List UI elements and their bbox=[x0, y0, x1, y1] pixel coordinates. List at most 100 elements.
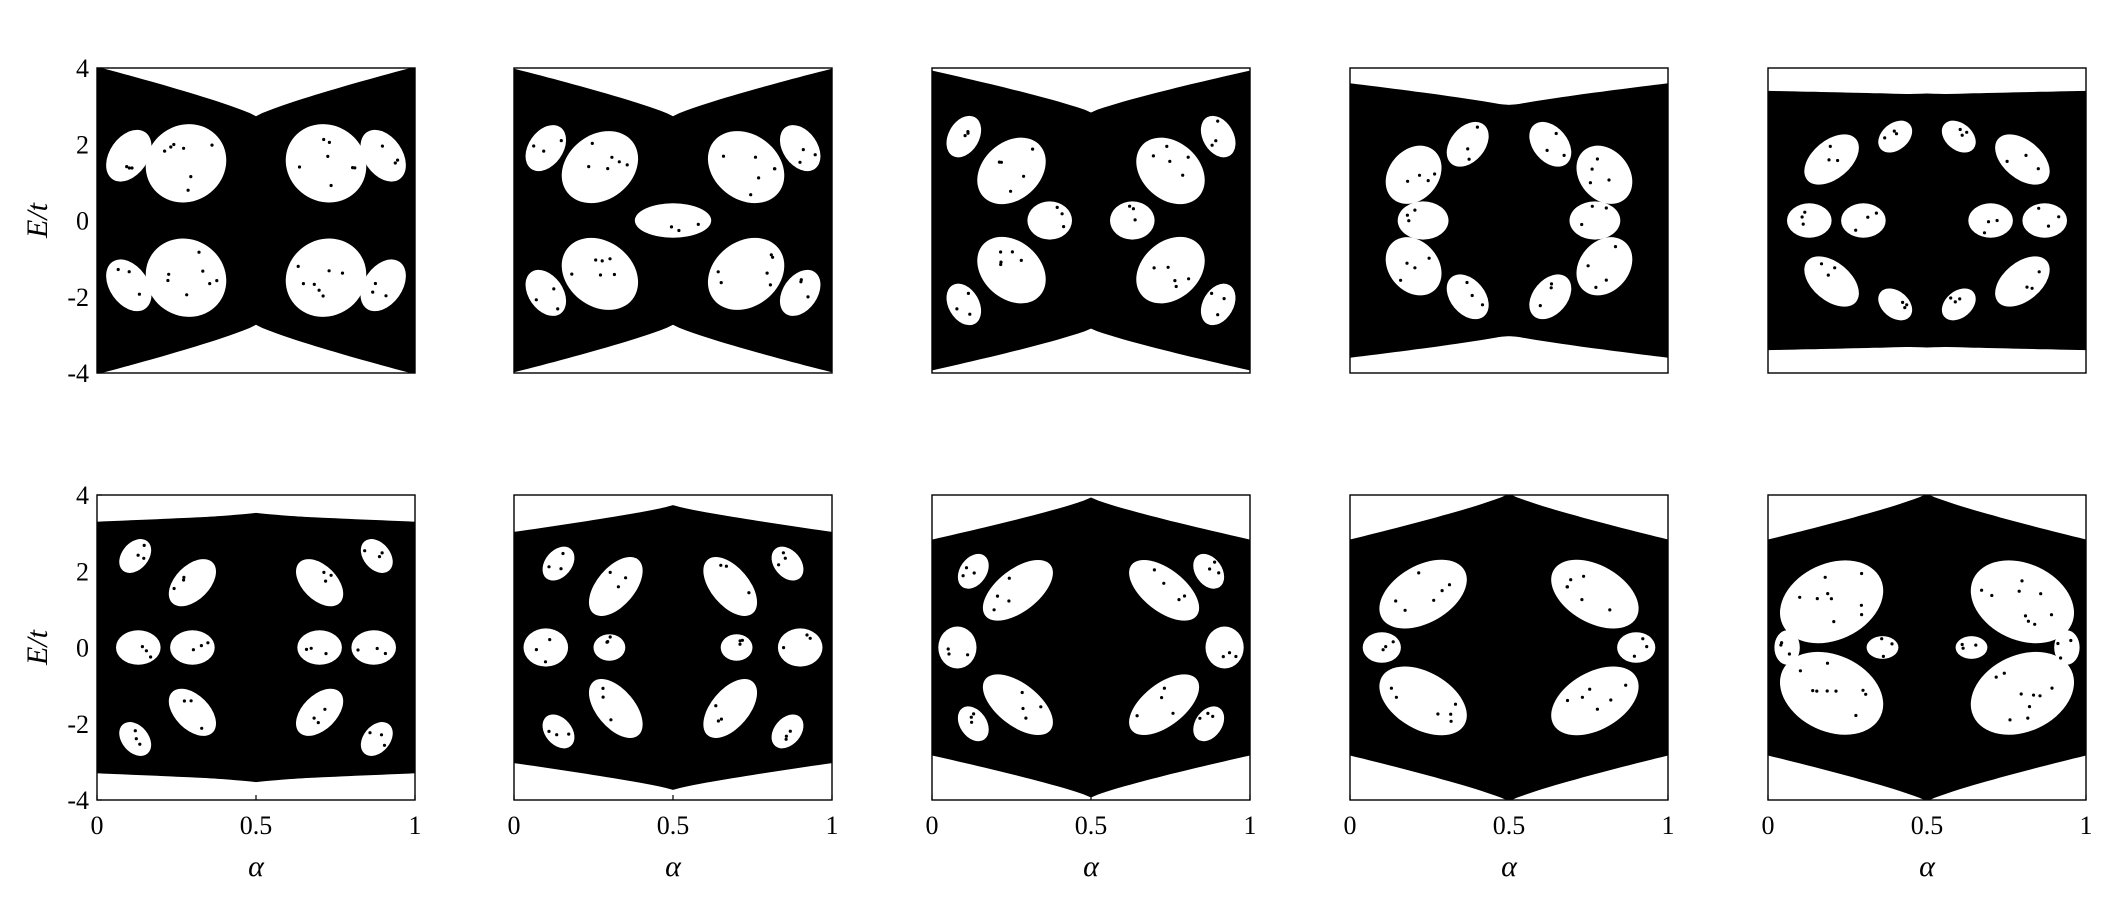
edge-state-point bbox=[1009, 189, 1013, 193]
edge-state-point bbox=[598, 273, 603, 277]
edge-state-point bbox=[2046, 224, 2051, 228]
edge-state-point bbox=[1834, 689, 1838, 693]
spectral-gap bbox=[707, 237, 785, 310]
spectral-gap bbox=[351, 630, 397, 665]
edge-state-point bbox=[1024, 716, 1028, 720]
spectral-gap bbox=[1878, 288, 1913, 321]
spectral-gap bbox=[593, 634, 626, 661]
edge-state-point bbox=[1980, 588, 1984, 592]
edge-state-point bbox=[1801, 222, 1805, 226]
edge-state-point bbox=[1833, 266, 1837, 270]
edge-state-point bbox=[142, 543, 146, 548]
edge-curve-upper bbox=[1768, 495, 2086, 542]
panel-0-2 bbox=[931, 67, 1251, 374]
edge-state-point bbox=[327, 269, 331, 273]
edge-state-point bbox=[125, 165, 129, 169]
edge-state-point bbox=[1217, 571, 1221, 575]
edge-state-point bbox=[1549, 282, 1554, 286]
edge-state-point bbox=[1580, 695, 1584, 699]
edge-state-point bbox=[961, 574, 965, 578]
edge-curve-upper bbox=[1768, 93, 2086, 100]
x-tick-label: 0 bbox=[91, 811, 104, 840]
edge-state-point bbox=[1632, 654, 1636, 658]
edge-state-point bbox=[769, 253, 773, 257]
edge-state-point bbox=[1436, 712, 1440, 716]
x-axis-label: α bbox=[665, 850, 682, 883]
edge-state-point bbox=[570, 272, 574, 276]
edge-state-point bbox=[323, 707, 327, 711]
edge-state-point bbox=[1798, 669, 1802, 673]
edge-state-point bbox=[1440, 589, 1444, 593]
edge-state-point bbox=[1613, 245, 1618, 249]
plot-area bbox=[1350, 83, 1668, 358]
edge-state-point bbox=[2002, 671, 2006, 675]
edge-state-point bbox=[2023, 614, 2028, 618]
edge-state-point bbox=[309, 646, 313, 650]
edge-state-point bbox=[805, 633, 809, 637]
edge-state-point bbox=[2008, 718, 2012, 722]
edge-state-point bbox=[548, 638, 552, 642]
spectral-gap bbox=[525, 269, 567, 316]
edge-state-point bbox=[1389, 686, 1393, 690]
edge-state-point bbox=[1826, 592, 1830, 596]
edge-state-point bbox=[1399, 278, 1403, 282]
spectral-gap bbox=[779, 269, 821, 316]
edge-state-point bbox=[1427, 256, 1431, 260]
edge-state-point bbox=[324, 652, 328, 656]
spectral-gap bbox=[523, 628, 569, 667]
edge-state-point bbox=[326, 154, 330, 158]
edge-state-point bbox=[999, 262, 1003, 267]
spectral-gap bbox=[168, 688, 216, 736]
edge-state-point bbox=[1588, 181, 1592, 185]
edge-state-point bbox=[142, 556, 146, 560]
spectral-gap bbox=[1110, 201, 1155, 240]
edge-state-point bbox=[2019, 692, 2023, 696]
spectral-gap bbox=[1841, 203, 1886, 238]
spectral-gap bbox=[946, 115, 982, 158]
edge-state-point bbox=[1554, 131, 1558, 136]
edge-state-point bbox=[947, 652, 951, 656]
spectral-gap bbox=[1955, 636, 1988, 659]
edge-curve-upper bbox=[514, 68, 832, 119]
edge-state-point bbox=[1403, 608, 1407, 612]
x-tick-label: 0 bbox=[1344, 811, 1357, 840]
edge-state-point bbox=[133, 729, 137, 733]
edge-state-point bbox=[2030, 286, 2034, 290]
edge-state-point bbox=[1470, 293, 1474, 298]
edge-state-point bbox=[210, 143, 214, 147]
edge-state-point bbox=[2059, 656, 2063, 660]
edge-state-point bbox=[1131, 207, 1135, 211]
plot-area bbox=[1768, 495, 2086, 800]
x-tick-label: 1 bbox=[826, 811, 839, 840]
edge-state-point bbox=[608, 570, 612, 575]
edge-state-point bbox=[616, 585, 621, 589]
edge-state-point bbox=[1406, 179, 1410, 183]
edge-state-point bbox=[606, 167, 610, 171]
y-axis-label: E/t bbox=[21, 202, 54, 239]
edge-state-point bbox=[1039, 705, 1043, 709]
spectral-gap bbox=[106, 129, 152, 182]
spectral-gap bbox=[542, 546, 575, 581]
edge-state-point bbox=[1780, 641, 1784, 645]
edge-state-point bbox=[696, 222, 700, 226]
edge-state-point bbox=[2017, 589, 2021, 593]
spectral-gap bbox=[977, 236, 1046, 304]
edge-state-point bbox=[1221, 655, 1225, 659]
edge-state-point bbox=[1022, 174, 1026, 178]
x-tick-label: 0.5 bbox=[657, 811, 690, 840]
edge-state-point bbox=[384, 294, 388, 298]
edge-state-point bbox=[2020, 579, 2024, 583]
edge-state-point bbox=[555, 733, 559, 737]
edge-state-point bbox=[1960, 133, 1964, 137]
x-tick-label: 0.5 bbox=[1911, 811, 1944, 840]
edge-state-point bbox=[747, 591, 751, 595]
edge-state-point bbox=[2027, 705, 2032, 709]
edge-state-point bbox=[134, 737, 138, 741]
edge-state-point bbox=[2036, 167, 2040, 171]
axes-frame bbox=[1349, 67, 1669, 374]
edge-state-point bbox=[312, 282, 316, 286]
panel-0-1 bbox=[513, 67, 833, 374]
edge-state-point bbox=[784, 734, 789, 738]
edge-state-point bbox=[1974, 643, 1978, 647]
edge-state-point bbox=[972, 712, 976, 716]
